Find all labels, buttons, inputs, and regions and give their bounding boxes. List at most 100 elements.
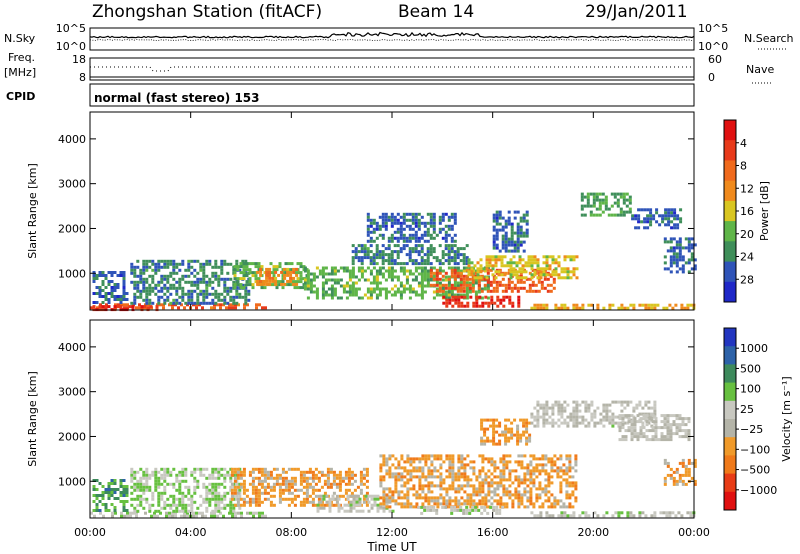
velocity-cell [187,509,191,513]
power-cell [193,289,197,293]
velocity-cell [474,505,478,509]
power-cell [193,268,197,272]
velocity-cell [154,476,158,480]
power-cell [492,280,496,284]
velocity-cell [426,508,430,512]
velocity-cell [107,497,111,500]
power-cell [601,198,605,202]
velocity-cell [681,423,685,427]
power-cell [169,286,173,290]
velocity-cell [536,514,540,518]
velocity-cell [448,454,452,458]
velocity-cell [248,473,252,477]
power-cell [661,220,665,224]
power-cell [151,274,155,278]
velocity-cell [201,511,204,515]
power-cell [414,247,418,251]
power-cell [133,292,137,296]
power-cell [378,253,382,257]
power-cell [498,222,502,226]
velocity-cell [361,509,365,513]
power-cell [672,258,676,262]
power-cell [670,214,674,218]
power-cell [453,250,457,254]
velocity-cell [499,475,503,479]
power-cell [242,265,246,269]
power-cell [154,268,158,272]
velocity-cell [172,497,176,501]
velocity-cell [501,433,505,437]
power-cell [592,198,596,202]
velocity-cell [593,421,597,425]
power-cell [583,204,587,208]
power-colorbar-tick-label: 24 [740,251,754,264]
power-cell [456,266,460,270]
power-cell [375,275,379,279]
power-cell [219,306,222,310]
power-cell [528,286,532,290]
power-cell [258,303,261,307]
velocity-cell [541,454,545,458]
velocity-cell [666,438,670,442]
velocity-cell [569,415,573,419]
velocity-cell [136,494,140,498]
velocity-cell [217,494,221,498]
velocity-cell [505,463,509,467]
power-cell [426,227,430,231]
power-cell [148,298,152,302]
velocity-cell [415,496,419,500]
velocity-cell [574,463,578,467]
power-cell [296,286,300,290]
power-cell [528,277,532,281]
power-cell [384,290,388,294]
power-cell [351,284,355,288]
velocity-cell [93,514,96,518]
power-cell [510,237,514,241]
velocity-cell [466,496,470,500]
power-cell [244,286,248,290]
power-cell [525,228,529,232]
velocity-cell [391,499,395,503]
power-cell [223,286,227,290]
power-cell [363,293,367,297]
velocity-cell [439,487,443,491]
velocity-cell [196,482,200,486]
power-cell [366,250,370,254]
power-cell [345,296,349,300]
power-cell [616,198,620,202]
power-cell [148,283,152,287]
power-cell [402,233,406,237]
power-cell [232,295,236,299]
velocity-cell [507,427,511,431]
power-cell [402,272,406,276]
power-cell [190,301,194,305]
velocity-cell [663,420,667,424]
power-cell [429,283,433,287]
velocity-cell [465,511,469,515]
power-cell [199,289,203,293]
nsearch-tick-top: 10^5 [698,22,728,35]
velocity-cell [260,470,264,474]
velocity-region-11 [663,458,697,486]
velocity-cell [171,511,174,515]
power-cell [348,272,352,276]
power-colorbar-swatch [724,221,736,242]
power-cell [672,249,676,253]
power-cell [507,280,511,284]
velocity-cell [553,460,557,464]
velocity-cell [530,421,534,425]
velocity-cell [538,481,542,485]
velocity-cell [575,409,579,413]
velocity-cell [587,409,591,413]
power-cell [384,212,388,216]
power-cell [175,265,179,269]
power-cell [151,277,155,281]
power-cell [299,271,303,275]
power-cell [426,278,430,282]
power-cell [637,226,641,230]
velocity-cell [507,439,511,443]
power-cell [450,266,454,270]
velocity-cell [166,473,170,477]
velocity-cell [196,479,200,483]
power-cell [178,283,182,287]
